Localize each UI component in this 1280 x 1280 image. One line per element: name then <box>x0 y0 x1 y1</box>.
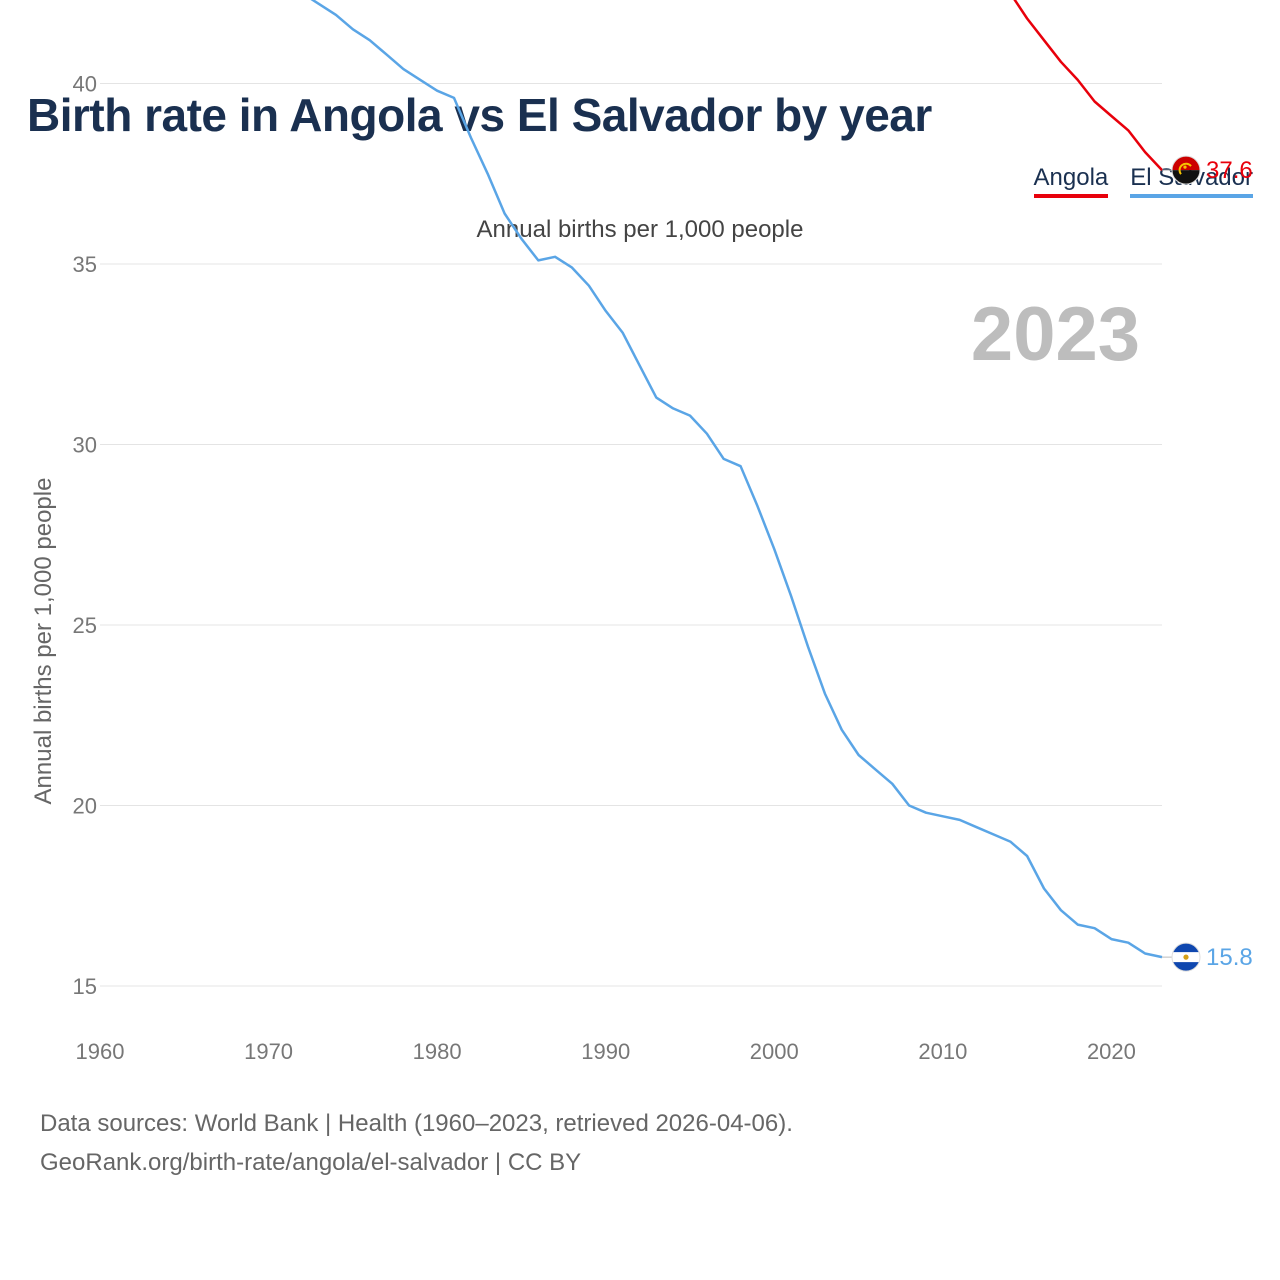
series-line-angola[interactable] <box>100 0 1163 171</box>
legend-item-angola[interactable]: Angola <box>1033 164 1109 198</box>
gridlines <box>100 83 1162 987</box>
end-value-label: 37.6 <box>1206 157 1253 184</box>
source-url: GeoRank.org/birth-rate/angola/el-salvado… <box>40 1149 582 1176</box>
data-source-note: Data sources: World Bank | Health (1960–… <box>40 1110 793 1137</box>
year-watermark: 2023 <box>971 292 1140 377</box>
y-tick-label: 35 <box>73 252 97 277</box>
footer: Data sources: World Bank | Health (1960–… <box>40 1104 793 1182</box>
series-line-el-salvador[interactable] <box>100 0 1163 959</box>
x-tick-label: 1980 <box>413 1039 462 1064</box>
x-tick-label: 2010 <box>918 1039 967 1064</box>
end-markers: 37.6 15.8 <box>1162 155 1253 972</box>
el-salvador-flag-icon <box>1171 942 1201 972</box>
angola-flag-icon <box>1171 155 1201 185</box>
x-tick-label: 1990 <box>581 1039 630 1064</box>
x-tick-label: 1970 <box>244 1039 293 1064</box>
chart-title: Birth rate in Angola vs El Salvador by y… <box>27 89 932 141</box>
series-lines <box>100 0 1163 959</box>
y-tick-label: 25 <box>73 613 97 638</box>
y-tick-label: 40 <box>73 72 97 97</box>
end-value-label: 15.8 <box>1206 944 1253 971</box>
chart-subtitle: Annual births per 1,000 people <box>476 216 804 243</box>
y-tick-label: 30 <box>73 433 97 458</box>
y-axis-ticks: 1520253035404550 <box>73 72 97 1000</box>
line-chart: 2023 1520253035404550 196019701980199020… <box>30 0 1253 1064</box>
x-tick-label: 1960 <box>76 1039 125 1064</box>
legend: Angola El Salvador <box>1033 164 1253 198</box>
x-tick-label: 2000 <box>750 1039 799 1064</box>
x-tick-label: 2020 <box>1087 1039 1136 1064</box>
x-axis-ticks: 1960 1970 1980 1990 2000 2010 2020 <box>76 1039 1136 1064</box>
y-axis-label: Annual births per 1,000 people <box>30 478 57 805</box>
y-tick-label: 15 <box>73 974 97 999</box>
y-tick-label: 20 <box>73 794 97 819</box>
